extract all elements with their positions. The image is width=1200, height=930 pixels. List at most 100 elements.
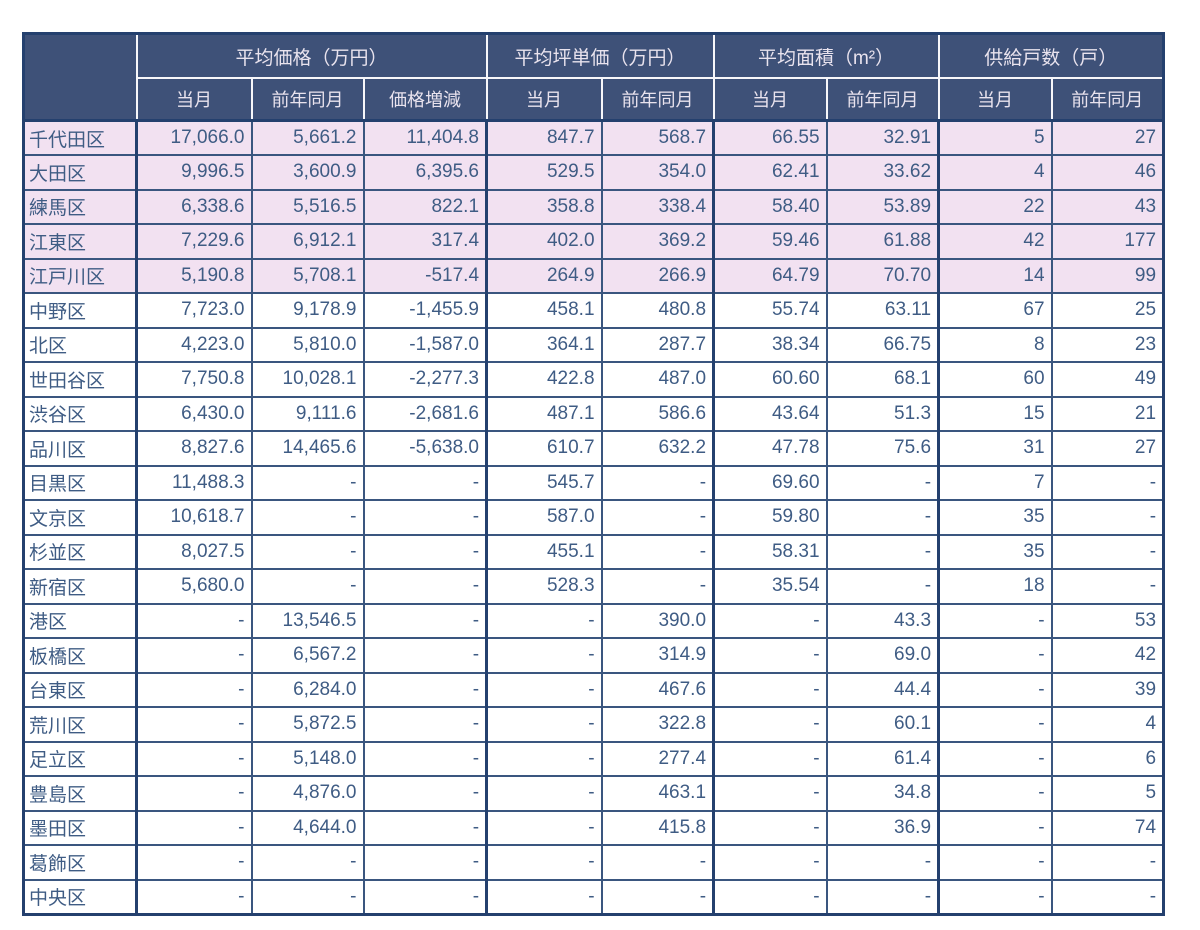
- sub-header-0-1: 前年同月: [250, 77, 365, 122]
- value-cell: 66.55: [712, 119, 828, 156]
- value-cell: 34.8: [825, 775, 940, 812]
- value-cell: 369.2: [600, 223, 715, 260]
- value-cell: 5,661.2: [250, 119, 365, 156]
- value-cell: 53.89: [825, 188, 940, 225]
- value-cell: -: [485, 637, 603, 674]
- table-row: 目黒区 11,488.3- -545.7-69.60-7-: [22, 464, 1165, 501]
- value-cell: 7: [937, 464, 1053, 501]
- table-row: 大田区 9,996.5 3,600.9 6,395.6 529.5 354.0 62.41 3…: [22, 154, 1165, 191]
- value-cell: 21: [1050, 395, 1165, 432]
- value-cell: -1,455.9: [362, 292, 488, 329]
- value-cell: -2,277.3: [362, 361, 488, 398]
- table-row: 板橋区 -6,567.2- -314.9-69.0-42: [22, 637, 1165, 674]
- value-cell: 586.6: [600, 395, 715, 432]
- value-cell: 6,912.1: [250, 223, 365, 260]
- value-cell: 58.40: [712, 188, 828, 225]
- value-cell: 358.8: [485, 188, 603, 225]
- value-cell: 3,600.9: [250, 154, 365, 191]
- value-cell: 632.2: [600, 430, 715, 467]
- value-cell: -: [937, 671, 1053, 708]
- value-cell: 38.34: [712, 326, 828, 363]
- value-cell: -: [600, 568, 715, 605]
- value-cell: 27: [1050, 119, 1165, 156]
- ward-name-cell: 北区: [22, 326, 138, 363]
- value-cell: -: [485, 671, 603, 708]
- value-cell: 177: [1050, 223, 1165, 260]
- table-row: 葛飾区 - - - - - - - - -: [22, 844, 1165, 881]
- value-cell: 64.79: [712, 257, 828, 294]
- value-cell: 6,395.6: [362, 154, 488, 191]
- ward-name-cell: 千代田区: [22, 119, 138, 156]
- value-cell: -: [250, 878, 365, 915]
- value-cell: 68.1: [825, 361, 940, 398]
- value-cell: 5,810.0: [250, 326, 365, 363]
- value-cell: -: [712, 878, 828, 915]
- value-cell: 39: [1050, 671, 1165, 708]
- value-cell: 277.4: [600, 740, 715, 777]
- value-cell: -: [937, 878, 1053, 915]
- ward-name-cell: 中野区: [22, 292, 138, 329]
- value-cell: -: [362, 671, 488, 708]
- value-cell: -: [1050, 533, 1165, 570]
- value-cell: 18: [937, 568, 1053, 605]
- value-cell: 390.0: [600, 602, 715, 639]
- group-header-3: 供給戸数（戸）: [937, 32, 1165, 79]
- value-cell: -: [250, 568, 365, 605]
- value-cell: -: [937, 637, 1053, 674]
- value-cell: 32.91: [825, 119, 940, 156]
- value-cell: -: [135, 671, 253, 708]
- value-cell: -: [937, 602, 1053, 639]
- table-row: 台東区 -6,284.0- -467.6-44.4-39: [22, 671, 1165, 708]
- value-cell: 70.70: [825, 257, 940, 294]
- ward-name-cell: 新宿区: [22, 568, 138, 605]
- value-cell: 58.31: [712, 533, 828, 570]
- value-cell: 264.9: [485, 257, 603, 294]
- value-cell: 6,338.6: [135, 188, 253, 225]
- value-cell: 60.60: [712, 361, 828, 398]
- value-cell: 22: [937, 188, 1053, 225]
- sub-header-0-0: 当月: [135, 77, 253, 122]
- value-cell: 529.5: [485, 154, 603, 191]
- table-row: 北区 4,223.0 5,810.0 -1,587.0 364.1 287.7 38.34 6…: [22, 326, 1165, 363]
- value-cell: 61.88: [825, 223, 940, 260]
- value-cell: 9,996.5: [135, 154, 253, 191]
- table-row: 新宿区 5,680.0- -528.3-35.54-18-: [22, 568, 1165, 605]
- value-cell: -: [250, 533, 365, 570]
- value-cell: 847.7: [485, 119, 603, 156]
- value-cell: 25: [1050, 292, 1165, 329]
- value-cell: 43.3: [825, 602, 940, 639]
- value-cell: 10,028.1: [250, 361, 365, 398]
- value-cell: 463.1: [600, 775, 715, 812]
- value-cell: -: [712, 844, 828, 881]
- value-cell: -: [712, 602, 828, 639]
- ward-name-cell: 台東区: [22, 671, 138, 708]
- value-cell: 43: [1050, 188, 1165, 225]
- value-cell: -: [135, 602, 253, 639]
- table-row: 杉並区 8,027.5- -455.1-58.31-35-: [22, 533, 1165, 570]
- table-row: 品川区 8,827.6 14,465.6 -5,638.0 610.7 632.2 47.7…: [22, 430, 1165, 467]
- value-cell: -: [712, 809, 828, 846]
- value-cell: 47.78: [712, 430, 828, 467]
- value-cell: -: [1050, 499, 1165, 536]
- ward-name-cell: 板橋区: [22, 637, 138, 674]
- value-cell: 31: [937, 430, 1053, 467]
- value-cell: -: [135, 706, 253, 743]
- value-cell: 27: [1050, 430, 1165, 467]
- ward-name-cell: 豊島区: [22, 775, 138, 812]
- value-cell: -: [250, 499, 365, 536]
- group-header-0: 平均価格（万円）: [135, 32, 488, 79]
- group-header-row: 平均価格（万円） 平均坪単価（万円） 平均面積（m²） 供給戸数（戸）: [22, 32, 1165, 122]
- value-cell: -: [825, 878, 940, 915]
- value-cell: 55.74: [712, 292, 828, 329]
- value-cell: 75.6: [825, 430, 940, 467]
- value-cell: 9,111.6: [250, 395, 365, 432]
- table-header: 平均価格（万円） 平均坪単価（万円） 平均面積（m²） 供給戸数（戸） 当月 前年同月価…: [22, 32, 1165, 122]
- value-cell: -: [135, 809, 253, 846]
- value-cell: 62.41: [712, 154, 828, 191]
- value-cell: 5,190.8: [135, 257, 253, 294]
- value-cell: -1,587.0: [362, 326, 488, 363]
- value-cell: 587.0: [485, 499, 603, 536]
- corner-cell: [22, 32, 138, 122]
- value-cell: -: [825, 499, 940, 536]
